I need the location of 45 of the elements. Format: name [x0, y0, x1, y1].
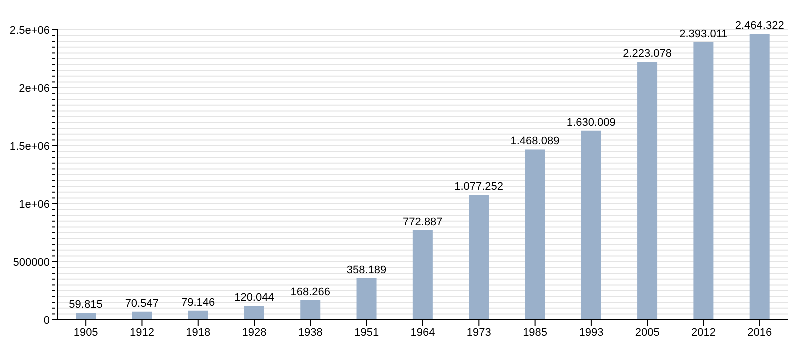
bar: [469, 195, 490, 320]
data-label: 120.044: [234, 292, 274, 304]
bar: [132, 312, 152, 320]
bar: [188, 310, 208, 320]
x-tick-label: 1993: [579, 326, 604, 339]
x-tick-label: 1905: [74, 326, 98, 339]
y-tick-label: 1e+06: [19, 198, 50, 211]
y-tick-label: 500000: [13, 256, 50, 269]
x-tick-label: 1928: [242, 326, 267, 339]
x-tick-label: 1938: [298, 326, 323, 339]
y-tick-label: 1.5e+06: [10, 140, 50, 153]
x-tick-label: 2012: [692, 326, 716, 339]
x-tick-label: 1973: [466, 326, 492, 339]
bar: [694, 42, 714, 320]
y-tick-label: 2.5e+06: [10, 24, 50, 37]
bar: [525, 150, 546, 320]
data-label: 168.266: [290, 286, 330, 298]
bar: [750, 34, 770, 320]
data-label: 1.468.089: [510, 136, 560, 148]
x-tick-label: 2005: [635, 326, 660, 339]
x-tick-label: 1964: [410, 326, 436, 339]
data-label: 79.146: [181, 296, 216, 309]
data-label: 70.547: [125, 298, 159, 310]
x-tick-label: 1951: [354, 326, 380, 339]
data-label: 1.077.252: [454, 181, 504, 194]
bar: [638, 62, 658, 320]
data-label: 2.464.322: [735, 20, 784, 32]
x-tick-label: 1985: [523, 326, 548, 339]
bar: [300, 300, 321, 320]
bar: [412, 230, 433, 320]
data-label: 1.630.009: [566, 116, 616, 129]
data-label: 358.189: [346, 264, 387, 276]
data-label: 59.815: [69, 299, 103, 312]
y-tick-label: 0: [44, 314, 50, 327]
x-tick-label: 1912: [130, 326, 154, 339]
y-tick-label: 2e+06: [19, 82, 50, 95]
x-tick-label: 1918: [186, 326, 211, 339]
bar: [581, 130, 602, 320]
x-tick-label: 2016: [748, 326, 772, 339]
data-label: 772.887: [403, 216, 443, 228]
data-label: 2.223.078: [623, 48, 672, 60]
data-label: 2.393.011: [680, 28, 728, 40]
bar: [356, 278, 377, 320]
bar: [76, 313, 96, 320]
bar: [244, 306, 264, 320]
